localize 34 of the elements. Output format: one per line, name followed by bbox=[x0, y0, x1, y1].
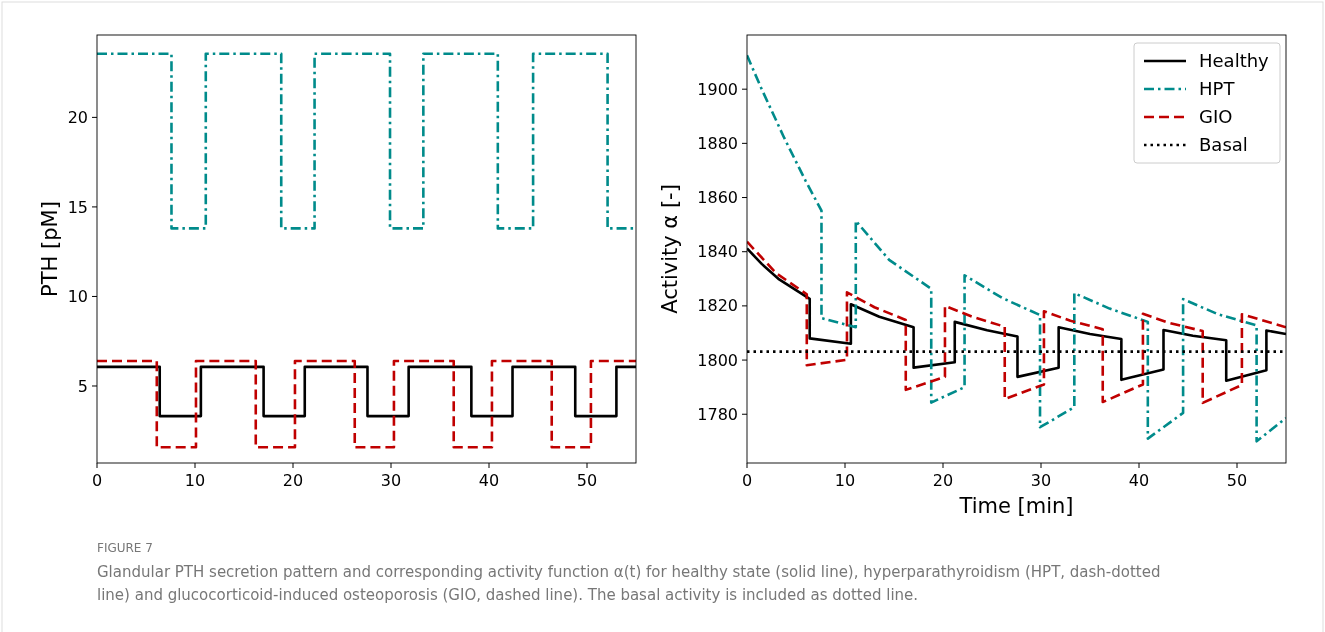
y-tick-label: 1860 bbox=[697, 188, 738, 208]
y-tick-label: 15 bbox=[67, 197, 88, 217]
x-tick-label: 50 bbox=[1226, 471, 1248, 490]
y-axis-title: PTH [pM] bbox=[38, 201, 62, 297]
caption: FIGURE 7 bbox=[97, 541, 153, 555]
x-tick-label: 40 bbox=[478, 471, 500, 490]
legend-label: Healthy bbox=[1199, 50, 1270, 72]
x-tick-label: 0 bbox=[91, 471, 103, 490]
x-tick-label: 20 bbox=[932, 471, 954, 490]
x-tick-label: 30 bbox=[1030, 471, 1052, 490]
line-series bbox=[747, 54, 1286, 443]
legend-label: GIO bbox=[1199, 106, 1233, 128]
x-tick-label: 50 bbox=[576, 471, 598, 490]
y-tick-label: 20 bbox=[67, 107, 88, 127]
x-axis-title: Time [min] bbox=[958, 494, 1074, 518]
x-tick-label: 10 bbox=[184, 471, 206, 490]
y-tick-label: 1900 bbox=[697, 79, 738, 99]
x-tick-label: 20 bbox=[282, 471, 304, 490]
text: Glandular PTH secretion pattern and corresponding activity function α(t) for healthy state (solid line), hyperparathyroidism (HPT, dash-dotted line) and glucocorticoid-induced osteoporosis (GIO, dashed line). The basal activity is included as dotted line. bbox=[97, 563, 1161, 604]
x-tick-label: 0 bbox=[741, 471, 753, 490]
y-tick-label: 10 bbox=[67, 287, 88, 307]
x-tick-label: 40 bbox=[1128, 471, 1150, 490]
x-tick-label: 10 bbox=[834, 471, 856, 490]
y-tick-label: 1820 bbox=[697, 296, 738, 316]
legend-label: HPT bbox=[1199, 78, 1236, 100]
x-tick-label: 30 bbox=[380, 471, 402, 490]
legend-label: Basal bbox=[1199, 134, 1248, 156]
y-tick-label: 1780 bbox=[697, 404, 738, 424]
y-tick-label: 1880 bbox=[697, 133, 738, 153]
line-series bbox=[747, 240, 1286, 405]
y-tick-label: 1800 bbox=[697, 350, 738, 370]
y-tick-label: 5 bbox=[77, 376, 88, 396]
y-tick-label: 1840 bbox=[697, 242, 738, 262]
y-axis-title: Activity α [-] bbox=[658, 184, 682, 314]
